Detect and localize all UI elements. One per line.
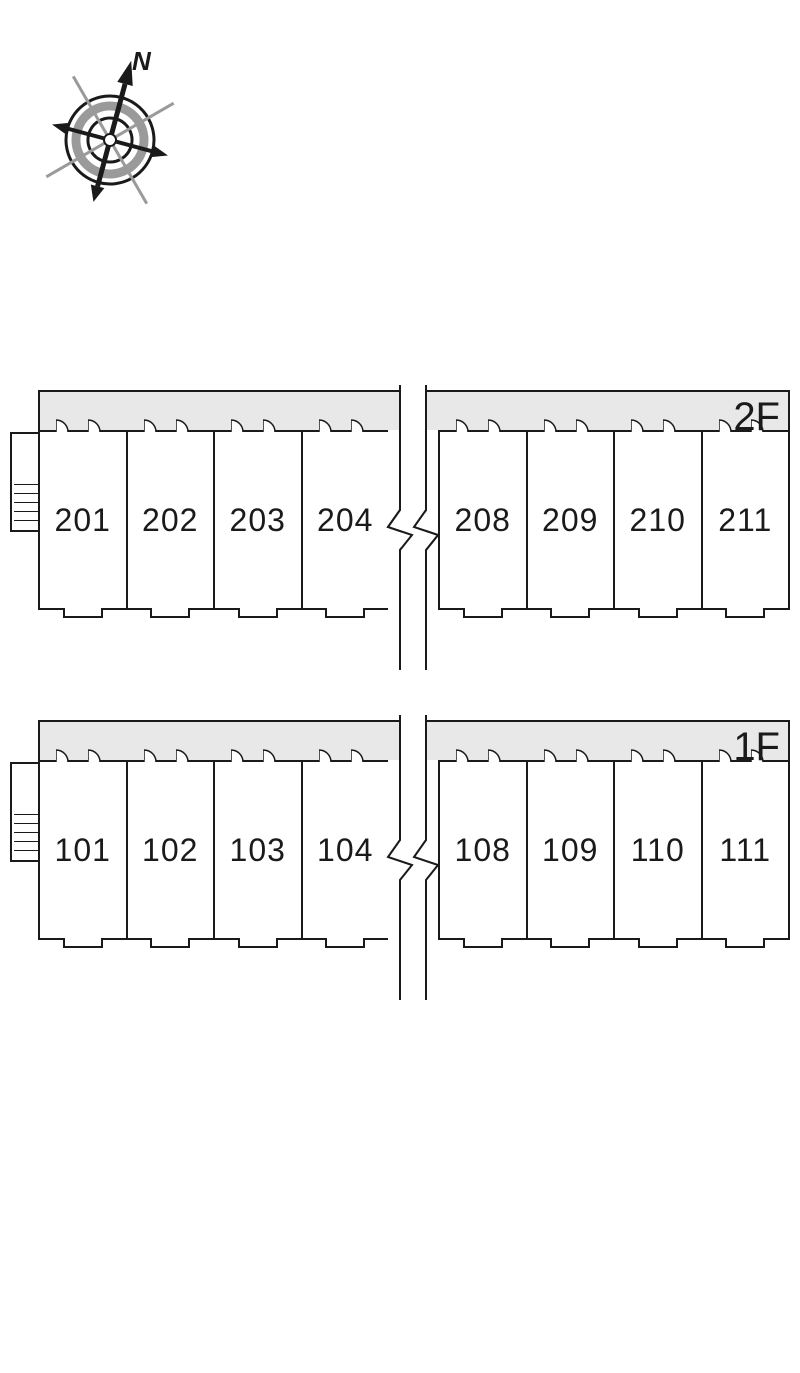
window-icon — [325, 608, 365, 618]
door-icon — [456, 748, 482, 762]
unit: 108 — [438, 760, 526, 940]
break-mark — [388, 430, 438, 610]
door-icon — [56, 418, 82, 432]
door-icon — [488, 748, 514, 762]
window-icon — [463, 608, 503, 618]
door-icon — [88, 748, 114, 762]
unit-label: 208 — [455, 502, 511, 539]
unit-label: 102 — [142, 832, 198, 869]
door-icon — [144, 748, 170, 762]
door-icon — [176, 748, 202, 762]
stairs — [10, 762, 38, 862]
unit-label: 203 — [230, 502, 286, 539]
unit: 202 — [126, 430, 214, 610]
window-icon — [238, 938, 278, 948]
unit-label: 204 — [317, 502, 373, 539]
window-icon — [725, 608, 765, 618]
unit-label: 108 — [455, 832, 511, 869]
unit-label: 111 — [719, 832, 771, 869]
door-icon — [576, 748, 602, 762]
unit-label: 109 — [542, 832, 598, 869]
window-icon — [150, 938, 190, 948]
door-icon — [144, 418, 170, 432]
unit: 104 — [301, 760, 389, 940]
unit: 209 — [526, 430, 614, 610]
door-icon — [263, 748, 289, 762]
door-icon — [231, 418, 257, 432]
door-icon — [663, 748, 689, 762]
unit: 111 — [701, 760, 791, 940]
door-icon — [663, 418, 689, 432]
unit-label: 110 — [631, 832, 685, 869]
unit-label: 103 — [230, 832, 286, 869]
window-icon — [238, 608, 278, 618]
unit: 110 — [613, 760, 701, 940]
unit: 208 — [438, 430, 526, 610]
units-row: 201 202 203 204 — [38, 430, 790, 610]
unit: 210 — [613, 430, 701, 610]
door-icon — [176, 418, 202, 432]
unit: 109 — [526, 760, 614, 940]
window-icon — [63, 938, 103, 948]
unit-label: 210 — [630, 502, 686, 539]
unit-label: 104 — [317, 832, 373, 869]
unit-label: 101 — [55, 832, 111, 869]
window-icon — [550, 938, 590, 948]
stairs — [10, 432, 38, 532]
door-icon — [544, 748, 570, 762]
door-icon — [631, 418, 657, 432]
north-label: N — [132, 46, 152, 76]
unit-label: 209 — [542, 502, 598, 539]
door-icon — [631, 748, 657, 762]
window-icon — [638, 608, 678, 618]
unit: 211 — [701, 430, 791, 610]
door-icon — [88, 418, 114, 432]
unit-label: 202 — [142, 502, 198, 539]
unit: 102 — [126, 760, 214, 940]
floor-label: 2F — [733, 395, 780, 440]
compass: N — [40, 40, 180, 210]
door-icon — [351, 748, 377, 762]
door-icon — [544, 418, 570, 432]
unit-label: 201 — [55, 502, 111, 539]
units-row: 101 102 103 104 — [38, 760, 790, 940]
window-icon — [63, 608, 103, 618]
door-icon — [351, 418, 377, 432]
door-icon — [319, 748, 345, 762]
door-icon — [319, 418, 345, 432]
door-icon — [231, 748, 257, 762]
unit: 103 — [213, 760, 301, 940]
window-icon — [725, 938, 765, 948]
window-icon — [150, 608, 190, 618]
window-icon — [638, 938, 678, 948]
door-icon — [488, 418, 514, 432]
unit: 204 — [301, 430, 389, 610]
window-icon — [325, 938, 365, 948]
unit: 203 — [213, 430, 301, 610]
window-icon — [463, 938, 503, 948]
unit: 201 — [38, 430, 126, 610]
floor-label: 1F — [733, 725, 780, 770]
window-icon — [550, 608, 590, 618]
unit: 101 — [38, 760, 126, 940]
door-icon — [576, 418, 602, 432]
break-mark — [388, 760, 438, 940]
unit-label: 211 — [718, 502, 772, 539]
door-icon — [456, 418, 482, 432]
door-icon — [263, 418, 289, 432]
door-icon — [56, 748, 82, 762]
